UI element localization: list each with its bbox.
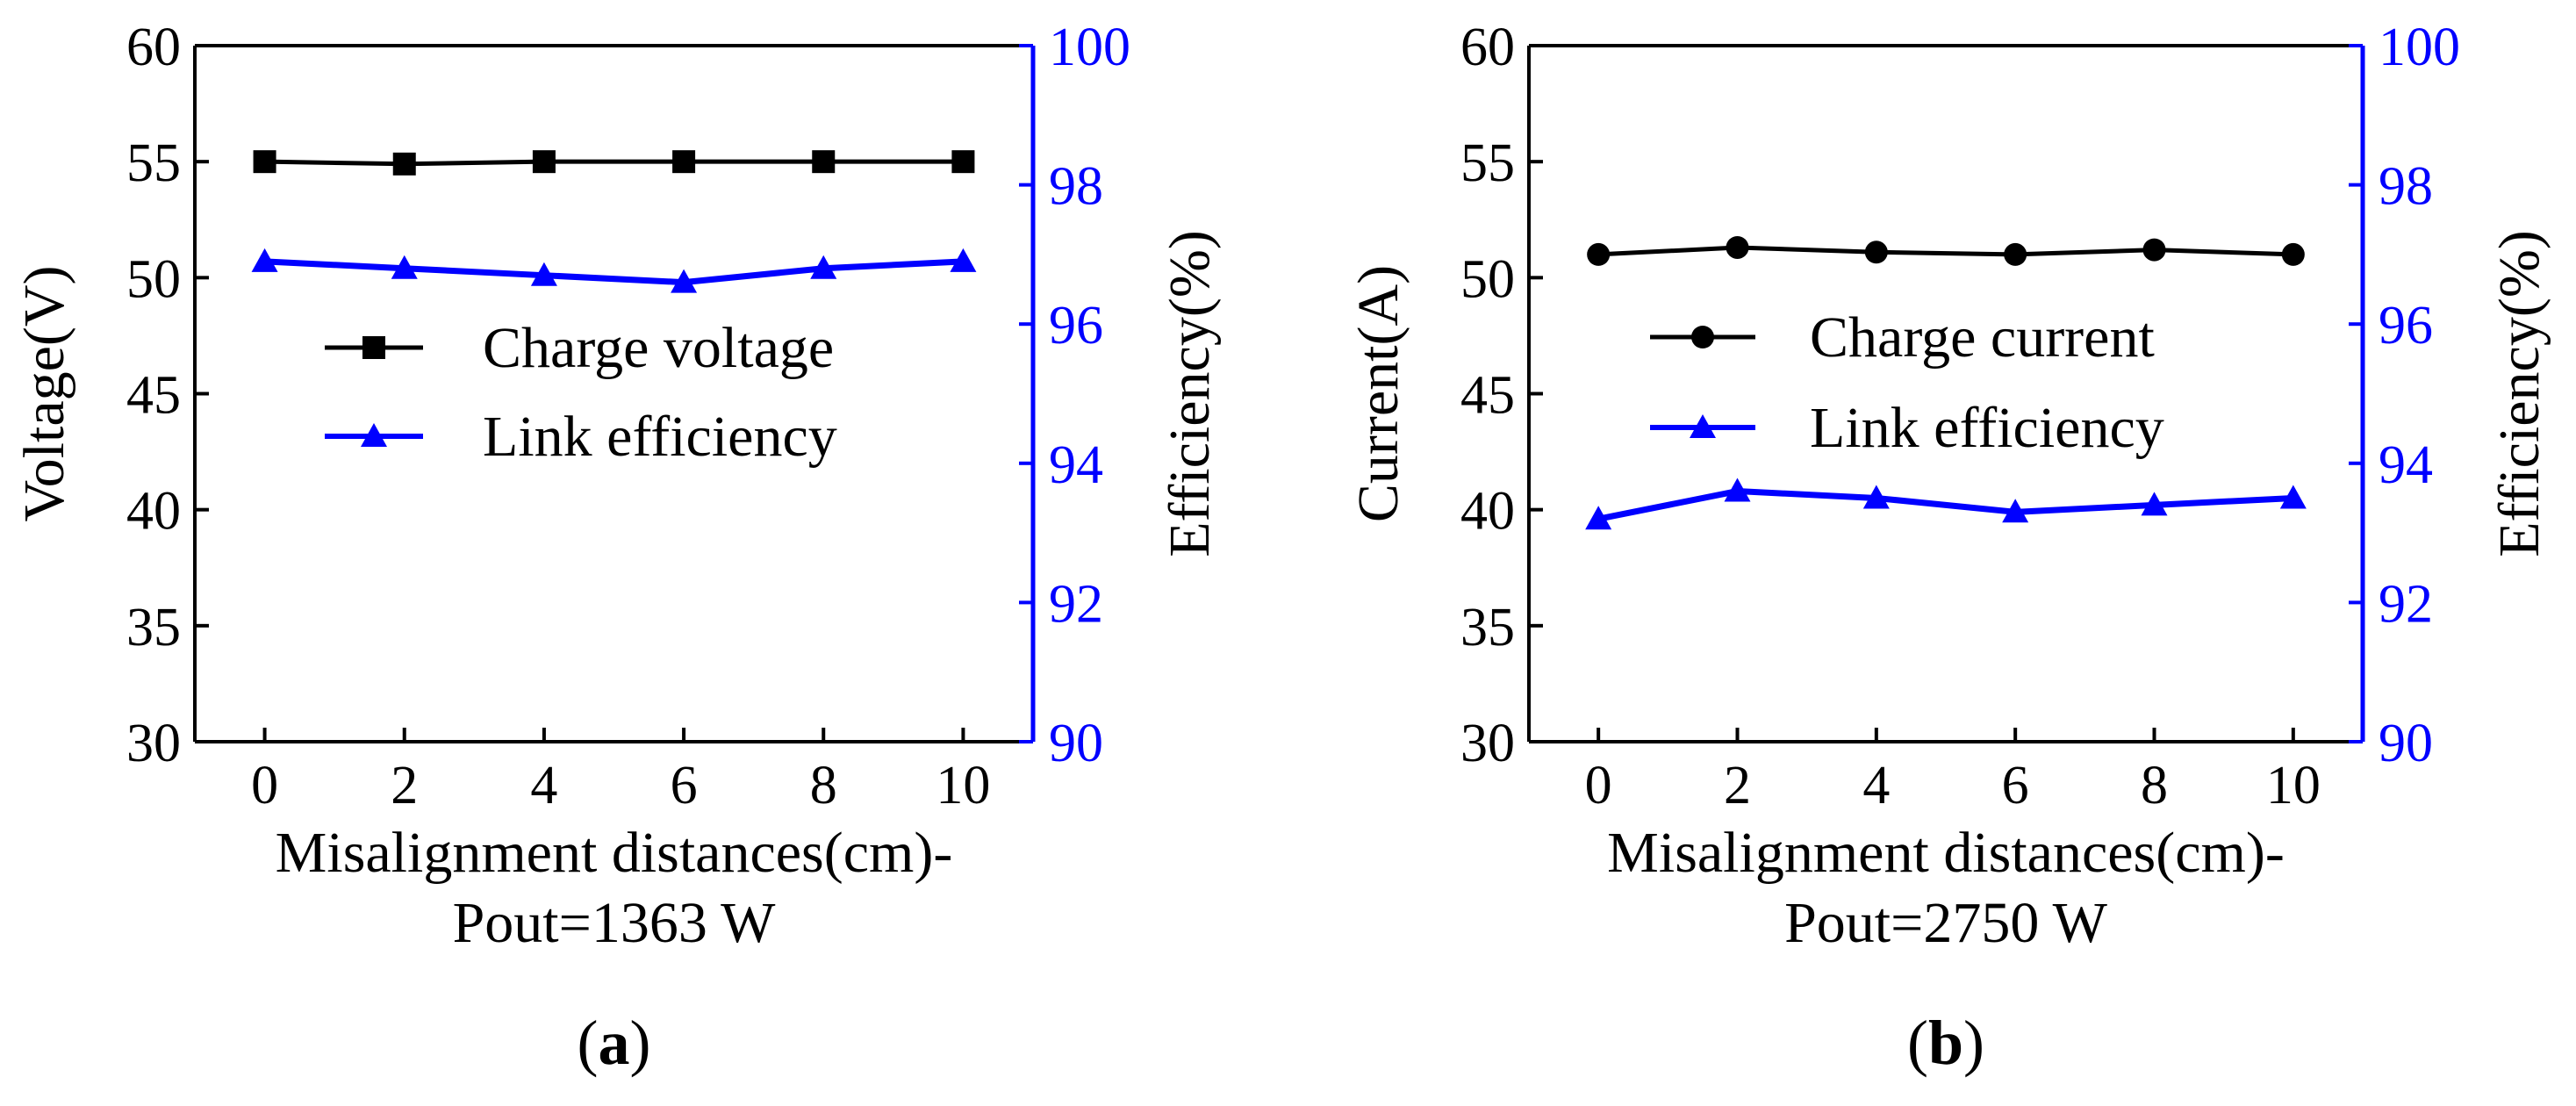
legend-swatch-marker <box>362 336 385 359</box>
data-point <box>1726 235 1749 259</box>
left-y-tick-label: 30 <box>126 714 181 773</box>
data-point <box>2141 492 2168 516</box>
x-tick-label: 10 <box>2266 756 2321 815</box>
right-y-tick-label: 90 <box>1049 714 1103 773</box>
legend-entry: Link efficiency <box>325 405 837 469</box>
x-tick-label: 8 <box>2141 756 2168 815</box>
x-axis-title: Misalignment distances(cm)- <box>1607 821 2285 885</box>
legend-label: Link efficiency <box>483 405 837 469</box>
right-y-axis-title: Efficiency(%) <box>2487 230 2551 557</box>
x-tick-label: 6 <box>671 756 698 815</box>
legend-entry: Charge current <box>1650 305 2155 370</box>
panel-label-letter: b <box>1928 1008 1963 1078</box>
right-y-axis-title: Efficiency(%) <box>1158 230 1222 557</box>
legend-swatch-marker <box>1690 414 1716 438</box>
data-point <box>810 255 837 279</box>
right-y-tick-label: 92 <box>2379 574 2433 634</box>
data-point <box>2002 499 2029 523</box>
data-point <box>951 150 975 174</box>
data-point <box>1724 478 1751 502</box>
data-point <box>2004 242 2027 266</box>
left-y-axis-title: Current(A) <box>1346 265 1410 522</box>
left-y-tick-label: 40 <box>126 482 181 542</box>
series-link-efficiency <box>251 248 977 293</box>
data-point <box>1587 242 1611 266</box>
right-y-tick-label: 96 <box>2379 296 2433 356</box>
x-tick-label: 4 <box>530 756 557 815</box>
x-tick-label: 4 <box>1862 756 1890 815</box>
right-y-tick-label: 92 <box>1049 574 1103 634</box>
legend-entry: Charge voltage <box>325 316 834 380</box>
chart-panel-a: 30 35 40 45 50 55 60 90 92 94 96 98 100 0 2 4 6 8 10 Misali… <box>12 18 1222 1078</box>
series-line <box>264 258 964 286</box>
series-link-efficiency <box>1585 478 2307 530</box>
data-point <box>530 262 557 286</box>
left-y-tick-label: 45 <box>126 366 181 426</box>
right-y-tick-label: 100 <box>2379 18 2460 77</box>
x-tick-label: 2 <box>391 756 418 815</box>
x-axis-title-line2: Pout=2750 W <box>1784 891 2108 955</box>
legend-swatch-marker <box>361 423 387 447</box>
left-y-tick-label: 40 <box>1460 482 1515 542</box>
x-tick-label: 2 <box>1724 756 1751 815</box>
legend-label: Charge voltage <box>483 316 834 380</box>
panel-label-letter: a <box>599 1008 630 1078</box>
left-y-axis-title: Voltage(V) <box>12 265 76 521</box>
series-line <box>1597 488 2294 522</box>
series-line <box>1598 245 2293 257</box>
data-point <box>2279 485 2307 509</box>
data-point <box>253 150 276 174</box>
data-point <box>1585 506 1612 530</box>
data-point <box>812 150 836 174</box>
left-y-tick-label: 30 <box>1460 714 1515 773</box>
left-y-tick-label: 45 <box>1460 366 1515 426</box>
legend-swatch-marker <box>1691 326 1714 348</box>
data-point <box>251 248 278 272</box>
data-point <box>1864 241 1888 264</box>
x-tick-label: 8 <box>810 756 837 815</box>
data-point <box>391 255 418 279</box>
left-y-tick-label: 50 <box>126 249 181 309</box>
right-y-tick-label: 90 <box>2379 714 2433 773</box>
data-point <box>392 152 416 176</box>
left-y-tick-label: 55 <box>1460 133 1515 193</box>
left-y-tick-label: 60 <box>1460 18 1515 77</box>
chart-panel-b: 30 35 40 45 50 55 60 90 92 94 96 98 100 0 2 4 6 8 10 Misali… <box>1346 18 2551 1078</box>
left-y-tick-label: 50 <box>1460 249 1515 309</box>
data-point <box>671 269 698 293</box>
x-tick-label: 0 <box>251 756 278 815</box>
data-point <box>2142 238 2166 262</box>
legend-label: Charge current <box>1810 305 2155 370</box>
right-y-tick-label: 100 <box>1049 18 1130 77</box>
right-y-tick-label: 94 <box>1049 435 1103 495</box>
left-y-tick-label: 35 <box>1460 598 1515 657</box>
legend-entry: Link efficiency <box>1650 396 2164 460</box>
panel-label: (a) <box>578 1008 651 1078</box>
series-charge-current <box>1587 235 2305 266</box>
legend-label: Link efficiency <box>1810 396 2164 460</box>
series-charge-voltage <box>253 150 975 176</box>
x-tick-label: 10 <box>936 756 990 815</box>
right-y-tick-label: 98 <box>2379 157 2433 217</box>
data-point <box>1862 485 1890 509</box>
x-axis-title: Misalignment distances(cm)- <box>276 821 953 885</box>
right-y-tick-label: 94 <box>2379 435 2433 495</box>
left-y-tick-label: 35 <box>126 598 181 657</box>
right-y-tick-label: 98 <box>1049 157 1103 217</box>
x-axis-title-line2: Pout=1363 W <box>453 891 777 955</box>
data-point <box>950 248 977 272</box>
data-point <box>672 150 696 174</box>
data-point <box>2281 242 2305 266</box>
x-tick-label: 0 <box>1585 756 1612 815</box>
x-tick-label: 6 <box>2002 756 2029 815</box>
left-y-tick-label: 55 <box>126 133 181 193</box>
panel-label: (b) <box>1907 1008 1984 1078</box>
series-line <box>264 159 964 167</box>
left-y-tick-label: 60 <box>126 18 181 77</box>
right-y-tick-label: 96 <box>1049 296 1103 356</box>
data-point <box>532 150 556 174</box>
